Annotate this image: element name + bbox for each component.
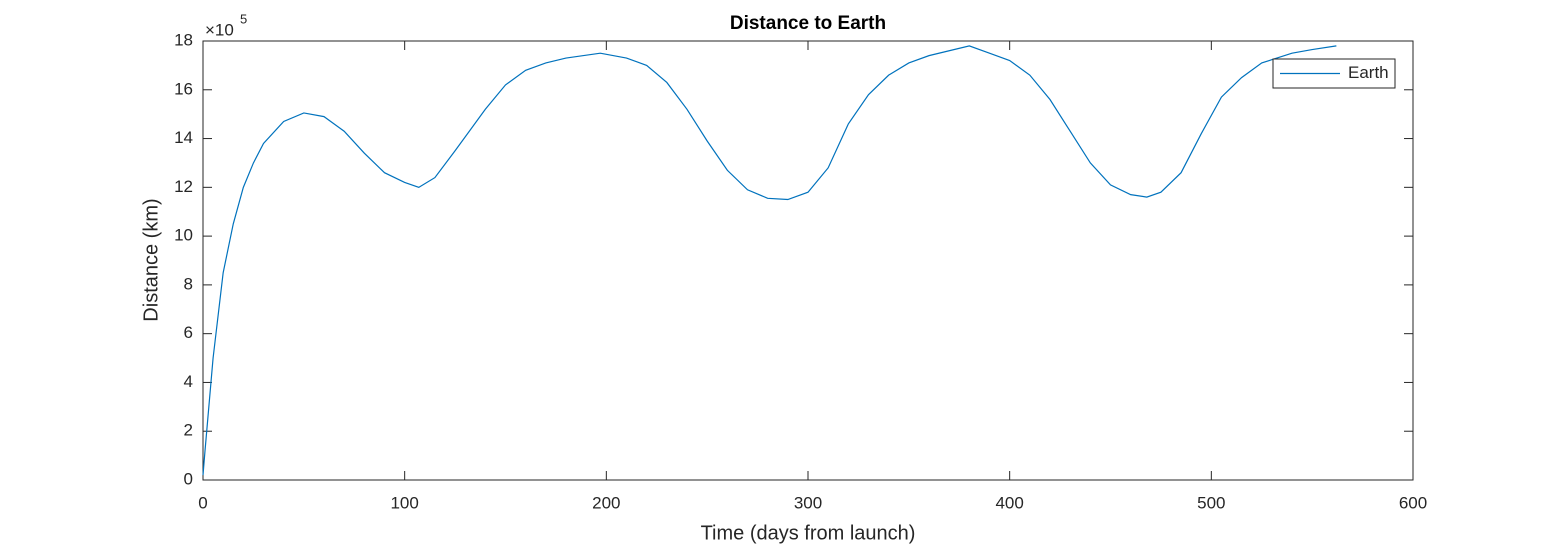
x-tick-label: 400 (995, 493, 1023, 512)
x-axis-label: Time (days from launch) (701, 522, 916, 544)
x-tick-label: 300 (794, 493, 822, 512)
y-axis-label: Distance (km) (140, 198, 162, 321)
plot-area (202, 40, 1414, 481)
x-tick-label: 600 (1399, 493, 1427, 512)
legend-label: Earth (1348, 63, 1389, 82)
x-tick-label: 200 (592, 493, 620, 512)
x-tick-label: 100 (390, 493, 418, 512)
y-tick-label: 16 (174, 79, 193, 98)
y-tick-label: 12 (174, 177, 193, 196)
y-tick-label: 0 (184, 469, 193, 488)
y-multiplier-exponent: 5 (240, 11, 247, 26)
data-line (202, 45, 1337, 476)
y-tick-label: 14 (174, 128, 193, 147)
y-tick-label: 6 (184, 323, 193, 342)
y-tick-label: 18 (174, 30, 193, 49)
x-tick-label: 500 (1197, 493, 1225, 512)
y-multiplier: ×10 (205, 20, 234, 39)
y-tick-label: 10 (174, 226, 193, 245)
chart-title: Distance to Earth (730, 13, 886, 34)
x-tick-label: 0 (198, 493, 207, 512)
y-tick-label: 2 (184, 421, 193, 440)
y-tick-label: 8 (184, 274, 193, 293)
y-tick-label: 4 (184, 372, 193, 391)
